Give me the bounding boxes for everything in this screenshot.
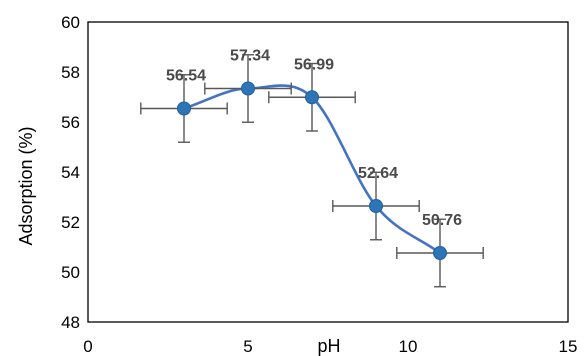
y-tick-label: 56 — [61, 113, 80, 132]
x-tick-label: 5 — [243, 337, 252, 356]
x-tick-label: 15 — [559, 337, 578, 356]
y-tick-label: 60 — [61, 13, 80, 32]
data-label: 56.99 — [294, 56, 334, 73]
plot-frame — [87, 21, 569, 323]
data-label: 56.54 — [166, 68, 206, 85]
x-tick-label: 0 — [83, 337, 92, 356]
data-label: 50.76 — [422, 212, 462, 229]
x-tick-label: 10 — [399, 337, 418, 356]
data-label: 52.64 — [358, 165, 398, 182]
series-layer — [140, 54, 484, 288]
data-point — [433, 246, 447, 260]
x-axis-title: pH — [317, 336, 340, 356]
y-tick-label: 48 — [61, 313, 80, 332]
y-axis-title: Adsorption (%) — [16, 126, 36, 245]
y-tick-label: 50 — [61, 263, 80, 282]
axes — [87, 21, 569, 323]
data-labels: 56.54 57.34 56.99 52.64 50.76 — [166, 48, 462, 230]
y-tick-label: 52 — [61, 213, 80, 232]
data-label: 57.34 — [230, 48, 270, 65]
data-point — [369, 199, 383, 213]
data-point — [241, 81, 255, 96]
tick-labels: 48 50 52 54 56 58 60 0 5 10 15 — [61, 13, 577, 356]
y-tick-label: 54 — [61, 163, 80, 182]
series-line — [183, 84, 441, 255]
data-point — [305, 90, 319, 105]
y-tick-label: 58 — [61, 63, 80, 82]
data-point — [177, 101, 191, 116]
